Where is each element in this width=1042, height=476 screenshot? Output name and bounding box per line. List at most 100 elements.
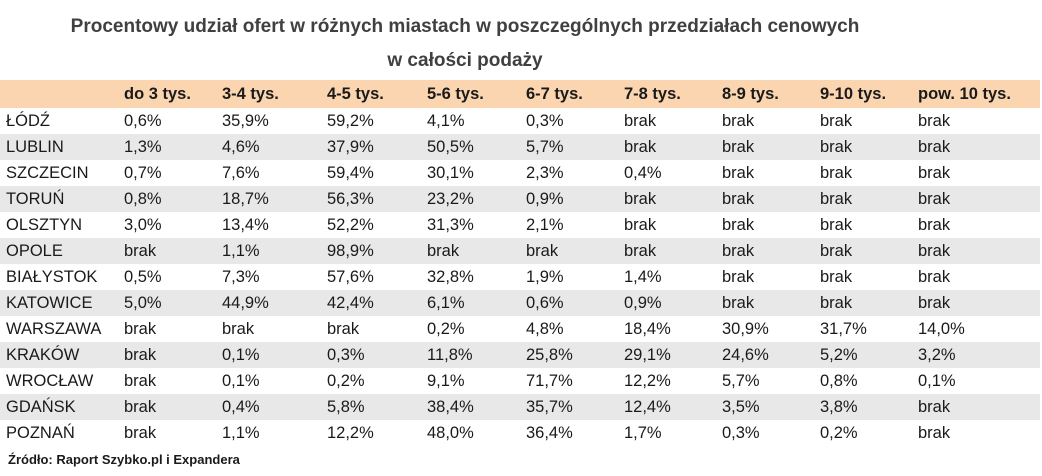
value-cell: brak xyxy=(124,345,157,364)
value-cell: 0,5% xyxy=(124,267,162,286)
value-cell: 11,8% xyxy=(427,345,473,364)
value-cell: 25,8% xyxy=(526,345,573,364)
value-cell: brak xyxy=(624,215,657,234)
value-cell: 31,3% xyxy=(427,215,474,234)
value-cell: brak xyxy=(820,189,853,208)
value-cell: 44,9% xyxy=(222,293,269,312)
value-cell: brak xyxy=(918,267,951,286)
value-cell: brak xyxy=(820,241,853,260)
value-cell: brak xyxy=(918,137,951,156)
price-range-table: do 3 tys. 3-4 tys. 4-5 tys. 5-6 tys. 6-7 tys… xyxy=(0,80,1040,446)
city-name-cell: TORUŃ xyxy=(6,189,65,208)
value-cell: brak xyxy=(624,241,657,260)
value-cell: 0,3% xyxy=(327,345,365,364)
value-cell: brak xyxy=(722,293,755,312)
value-cell: brak xyxy=(722,215,755,234)
value-cell: 30,9% xyxy=(722,319,769,338)
value-cell: brak xyxy=(624,189,657,208)
value-cell: 12,2% xyxy=(624,371,671,390)
value-cell: 32,8% xyxy=(427,267,474,286)
city-name-cell: SZCZECIN xyxy=(6,163,89,182)
value-cell: 50,5% xyxy=(427,137,474,156)
value-cell: brak xyxy=(722,189,755,208)
table-title-line-2: w całości podaży xyxy=(387,50,543,71)
value-cell: brak xyxy=(722,111,755,130)
value-cell: 3,8% xyxy=(820,397,858,416)
value-cell: brak xyxy=(722,267,755,286)
value-cell: 1,9% xyxy=(526,267,564,286)
value-cell: 4,1% xyxy=(427,111,465,130)
value-cell: 2,3% xyxy=(526,163,564,182)
city-name-cell: OPOLE xyxy=(6,241,63,260)
value-cell: brak xyxy=(918,241,951,260)
table-header-row: do 3 tys. 3-4 tys. 4-5 tys. 5-6 tys. 6-7 tys… xyxy=(0,80,1040,108)
value-cell: 4,6% xyxy=(222,137,260,156)
value-cell: brak xyxy=(124,319,157,338)
value-cell: 37,9% xyxy=(327,137,374,156)
value-cell: brak xyxy=(222,319,255,338)
value-cell: 0,3% xyxy=(722,423,760,442)
value-cell: brak xyxy=(624,137,657,156)
value-cell: brak xyxy=(820,267,853,286)
value-cell: brak xyxy=(722,137,755,156)
value-cell: brak xyxy=(918,163,951,182)
table-row: BIAŁYSTOK 0,5% 7,3% 57,6% 32,8% 1,9% 1,4% brak b… xyxy=(0,264,1040,290)
value-cell: 35,7% xyxy=(526,397,573,416)
value-cell: brak xyxy=(526,241,559,260)
value-cell: 71,7% xyxy=(526,371,573,390)
value-cell: 18,7% xyxy=(222,189,269,208)
value-cell: brak xyxy=(918,215,951,234)
value-cell: 2,1% xyxy=(526,215,564,234)
column-header: 6-7 tys. xyxy=(526,84,583,103)
table-row: WROCŁAW brak 0,1% 0,2% 9,1% 71,7% 12,2% 5,7% 0,8… xyxy=(0,368,1040,394)
value-cell: 1,4% xyxy=(624,267,662,286)
city-name-cell: LUBLIN xyxy=(6,137,64,156)
value-cell: 0,6% xyxy=(124,111,162,130)
value-cell: 4,8% xyxy=(526,319,564,338)
table-row: TORUŃ 0,8% 18,7% 56,3% 23,2% 0,9% brak brak brak… xyxy=(0,186,1040,212)
value-cell: brak xyxy=(820,215,853,234)
value-cell: brak xyxy=(820,293,853,312)
value-cell: 48,0% xyxy=(427,423,474,442)
table-row: KRAKÓW brak 0,1% 0,3% 11,8% 25,8% 29,1% 24,6% 5,… xyxy=(0,342,1040,368)
value-cell: 18,4% xyxy=(624,319,671,338)
city-name-cell: KRAKÓW xyxy=(6,345,80,364)
value-cell: 98,9% xyxy=(327,241,374,260)
value-cell: brak xyxy=(918,397,951,416)
value-cell: 0,8% xyxy=(820,371,858,390)
value-cell: 0,1% xyxy=(918,371,956,390)
value-cell: brak xyxy=(918,423,951,442)
value-cell: 31,7% xyxy=(820,319,867,338)
value-cell: 3,0% xyxy=(124,215,162,234)
value-cell: 6,1% xyxy=(427,293,465,312)
value-cell: 1,7% xyxy=(624,423,662,442)
value-cell: 12,2% xyxy=(327,423,374,442)
city-name-cell: POZNAŃ xyxy=(6,423,75,442)
value-cell: brak xyxy=(327,319,360,338)
value-cell: brak xyxy=(624,111,657,130)
column-header: 4-5 tys. xyxy=(327,84,384,103)
value-cell: brak xyxy=(124,423,157,442)
table-row: OLSZTYN 3,0% 13,4% 52,2% 31,3% 2,1% brak brak br… xyxy=(0,212,1040,238)
value-cell: brak xyxy=(722,241,755,260)
value-cell: brak xyxy=(820,137,853,156)
column-header: 3-4 tys. xyxy=(222,84,279,103)
value-cell: 0,6% xyxy=(526,293,564,312)
value-cell: 7,3% xyxy=(222,267,260,286)
value-cell: 35,9% xyxy=(222,111,269,130)
table-row: ŁÓDŹ 0,6% 35,9% 59,2% 4,1% 0,3% brak brak brak br… xyxy=(0,108,1040,134)
value-cell: 1,3% xyxy=(124,137,162,156)
value-cell: 5,0% xyxy=(124,293,162,312)
table-row: LUBLIN 1,3% 4,6% 37,9% 50,5% 5,7% brak brak brak… xyxy=(0,134,1040,160)
city-name-cell: OLSZTYN xyxy=(6,215,83,234)
value-cell: brak xyxy=(820,111,853,130)
value-cell: 5,7% xyxy=(526,137,564,156)
value-cell: 59,4% xyxy=(327,163,374,182)
value-cell: 56,3% xyxy=(327,189,374,208)
value-cell: 24,6% xyxy=(722,345,769,364)
value-cell: brak xyxy=(918,293,951,312)
value-cell: 0,7% xyxy=(124,163,162,182)
value-cell: 1,1% xyxy=(222,241,260,260)
column-header: pow. 10 tys. xyxy=(918,84,1011,103)
value-cell: brak xyxy=(124,371,157,390)
